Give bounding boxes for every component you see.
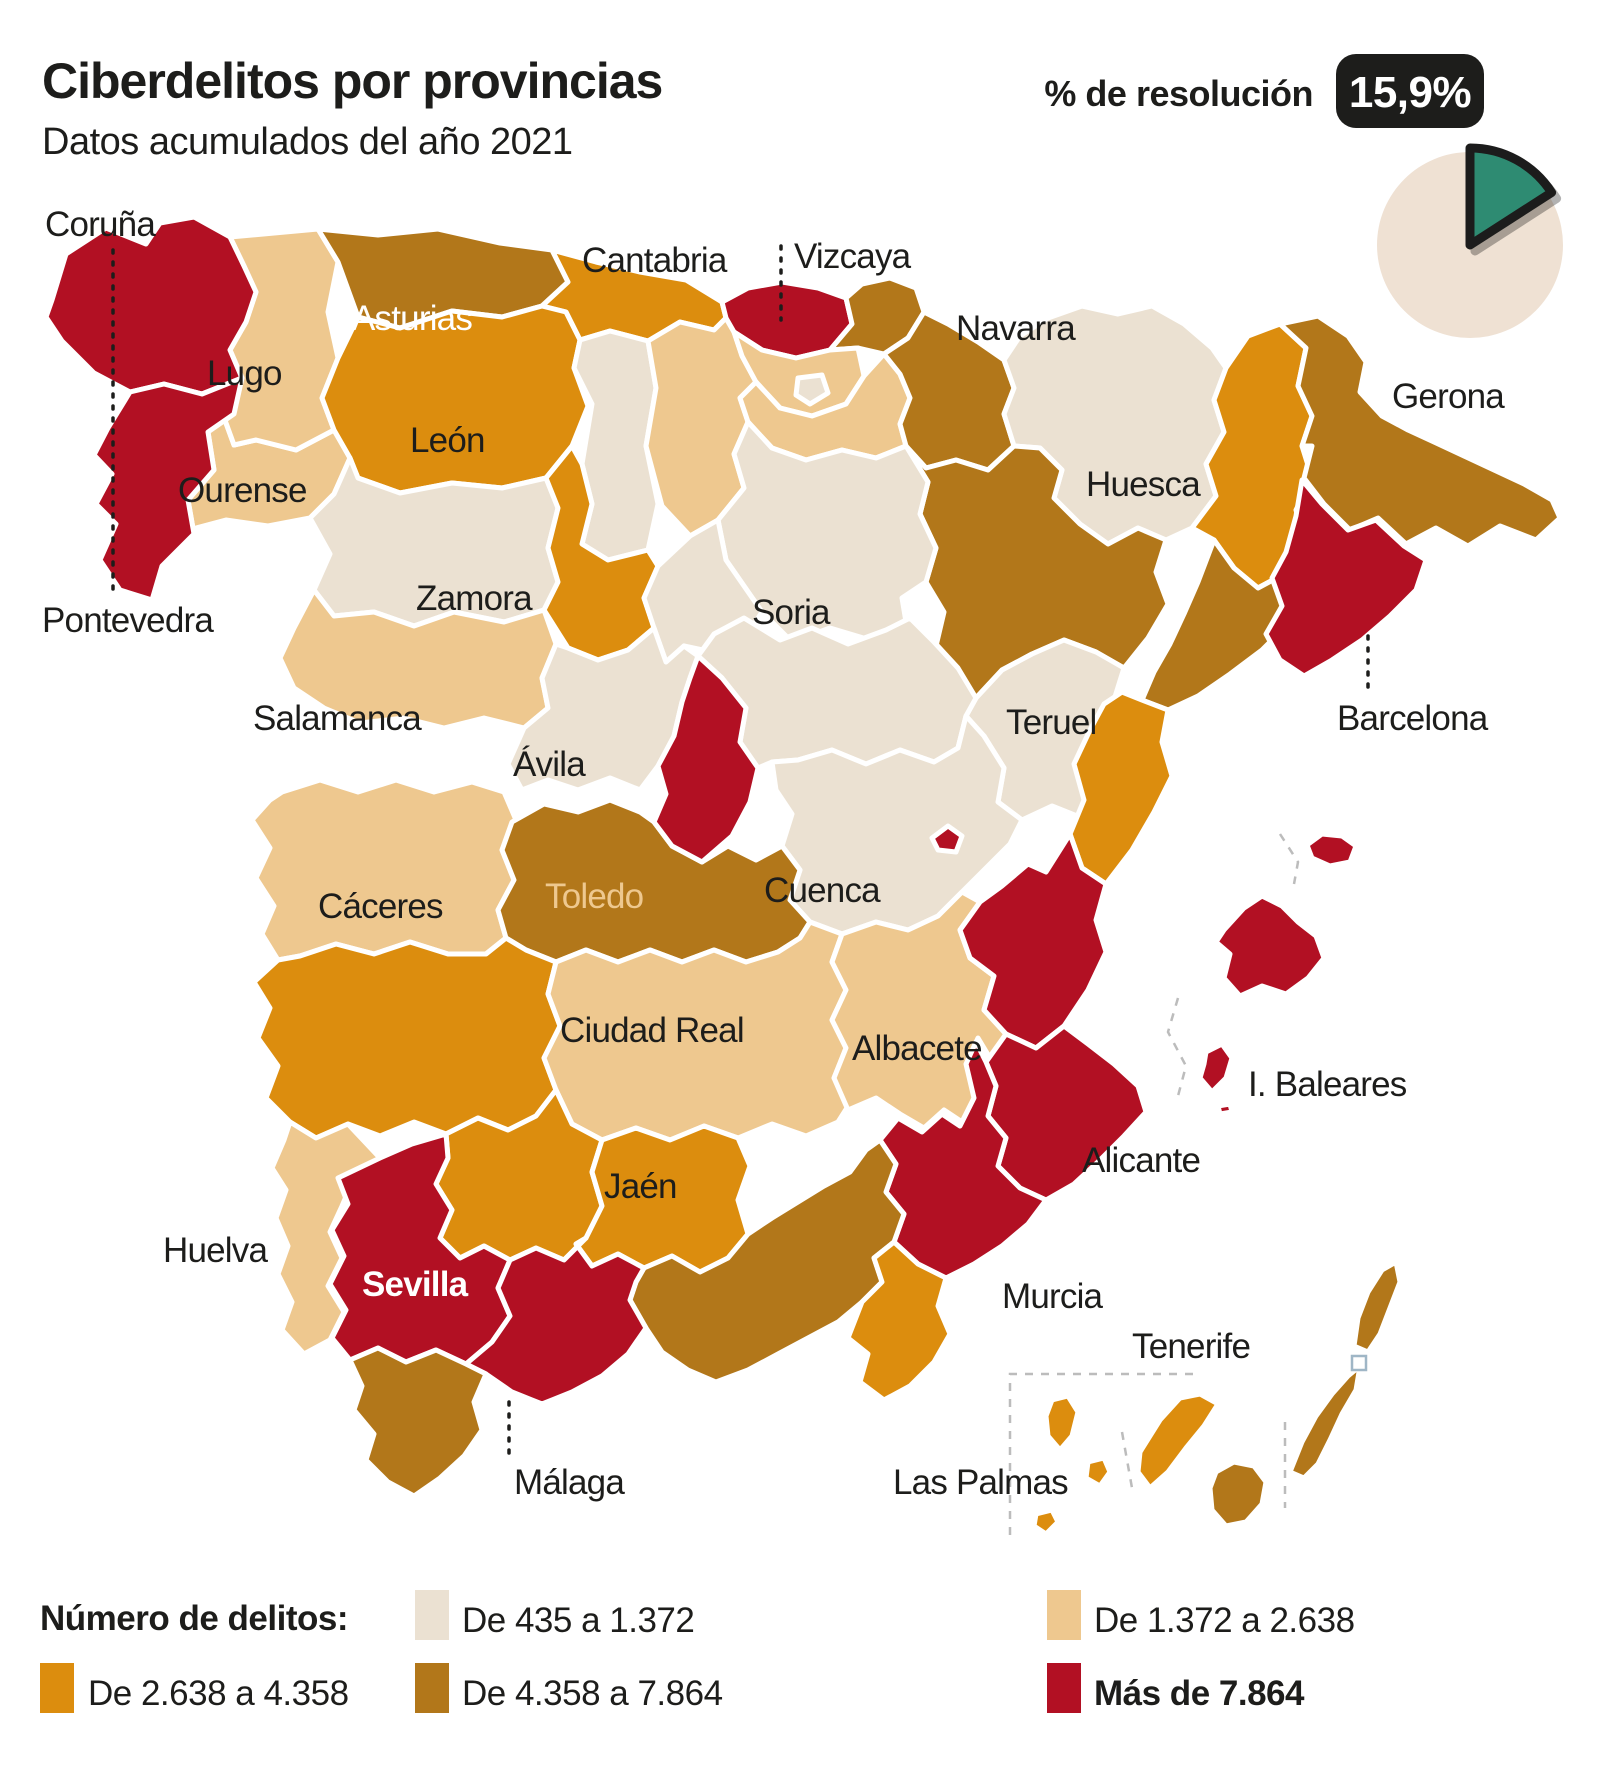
province-tenerife_isla — [1135, 1391, 1221, 1491]
map-label-ourense: Ourense — [178, 471, 307, 510]
dashed-box-canary — [1008, 1372, 1193, 1536]
map-label-soria: Soria — [752, 593, 831, 632]
province-hierro — [1031, 1507, 1061, 1537]
map-label-toledo: Toledo — [545, 877, 643, 916]
map-label-baleares: I. Baleares — [1248, 1065, 1407, 1104]
map-label-tenerife: Tenerife — [1132, 1327, 1250, 1366]
province-almeria — [845, 1239, 953, 1403]
resolution-label: % de resolución — [1044, 73, 1313, 114]
legend-title: Número de delitos: — [40, 1599, 348, 1638]
province-caceres — [249, 777, 519, 963]
province-fuerteventura — [1287, 1363, 1363, 1481]
maritime-dashed-boundaries — [1008, 833, 1300, 1536]
province-valencia — [957, 831, 1109, 1051]
dashed-divider-tenerife — [1120, 1431, 1134, 1489]
legend-label-cream: De 435 a 1.372 — [462, 1601, 694, 1640]
province-grancanaria — [1207, 1459, 1269, 1529]
resolution-badge — [1336, 54, 1484, 128]
map-label-zamora: Zamora — [416, 579, 533, 618]
map-label-asturias: Asturias — [352, 299, 472, 338]
province-trevino — [793, 372, 831, 407]
province-mallorca — [1213, 893, 1327, 999]
map-label-ciudadreal: Ciudad Real — [560, 1011, 744, 1050]
resolution-pie-chart — [1377, 143, 1563, 338]
islet-outline-la-graciosa — [1350, 1354, 1368, 1372]
map-label-coruna: Coruña — [45, 205, 156, 244]
legend-label-brown: De 4.358 a 7.864 — [462, 1674, 723, 1713]
legend-label-red: Más de 7.864 — [1094, 1674, 1305, 1713]
map-label-huelva: Huelva — [163, 1231, 268, 1270]
legend-swatch-tan — [1047, 1590, 1081, 1640]
province-soria — [715, 419, 939, 645]
province-layer — [43, 214, 1563, 1537]
province-barcelona — [1263, 477, 1429, 679]
province-madrid — [651, 653, 761, 865]
map-label-gerona: Gerona — [1392, 377, 1505, 416]
legend-swatch-cream — [415, 1590, 449, 1640]
province-pontevedra — [91, 375, 245, 603]
page-title: Ciberdelitos por provincias — [42, 53, 662, 109]
map-label-pontevedra: Pontevedra — [42, 601, 214, 640]
map-label-lugo: Lugo — [207, 354, 282, 393]
map-label-cantabria: Cantabria — [582, 241, 728, 280]
province-lapalma — [1043, 1393, 1081, 1453]
province-menorca — [1304, 831, 1359, 869]
map-label-sevilla: Sevilla — [362, 1265, 469, 1304]
map-label-caceres: Cáceres — [318, 887, 443, 926]
map-label-jaen: Jaén — [604, 1167, 677, 1206]
province-gomera — [1083, 1455, 1113, 1489]
legend-label-tan: De 1.372 a 2.638 — [1094, 1601, 1355, 1640]
province-lanzarote — [1351, 1259, 1403, 1355]
map-label-malaga: Málaga — [514, 1463, 625, 1502]
map-label-salamanca: Salamanca — [253, 699, 422, 738]
map-label-vizcaya: Vizcaya — [794, 237, 912, 276]
resolution-badge-value: 15,9% — [1349, 68, 1471, 117]
map-label-huesca: Huesca — [1086, 465, 1201, 504]
legend-swatch-orange — [40, 1663, 74, 1713]
dashed-boundary-ibiza — [1166, 997, 1188, 1097]
map-label-navarra: Navarra — [956, 309, 1076, 348]
map-label-laspalmas: Las Palmas — [893, 1463, 1068, 1502]
map-label-leon: León — [410, 421, 485, 460]
map-label-cuenca: Cuenca — [764, 871, 881, 910]
label-leader-lines — [111, 244, 1370, 1462]
page-subtitle: Datos acumulados del año 2021 — [42, 121, 573, 163]
province-formentera — [1215, 1101, 1235, 1117]
map-label-albacete: Albacete — [852, 1029, 982, 1068]
province-zaragoza — [903, 443, 1171, 701]
legend: Número de delitos: De 435 a 1.372 De 1.3… — [40, 1590, 1355, 1713]
province-valencia_ex — [929, 823, 965, 855]
map-label-barcelona: Barcelona — [1337, 699, 1489, 738]
legend-swatch-brown — [415, 1663, 449, 1713]
province-gerona — [1277, 313, 1563, 549]
pie-wedge-resolved — [1465, 143, 1557, 250]
map-label-teruel: Teruel — [1006, 703, 1097, 742]
province-coruna — [43, 214, 259, 397]
dashed-boundary-menorca — [1278, 833, 1300, 885]
map-label-layer: Coruña Lugo Ourense Pontevedra Asturias León C… — [42, 205, 1506, 1502]
legend-swatch-red — [1047, 1663, 1081, 1713]
map-label-murcia: Murcia — [1002, 1277, 1104, 1316]
province-ibiza — [1197, 1041, 1235, 1095]
province-cadiz — [347, 1345, 489, 1499]
map-label-avila: Ávila — [513, 745, 586, 784]
province-badajoz — [251, 935, 563, 1141]
legend-label-orange: De 2.638 a 4.358 — [88, 1674, 349, 1713]
map-label-alicante: Alicante — [1082, 1141, 1200, 1180]
